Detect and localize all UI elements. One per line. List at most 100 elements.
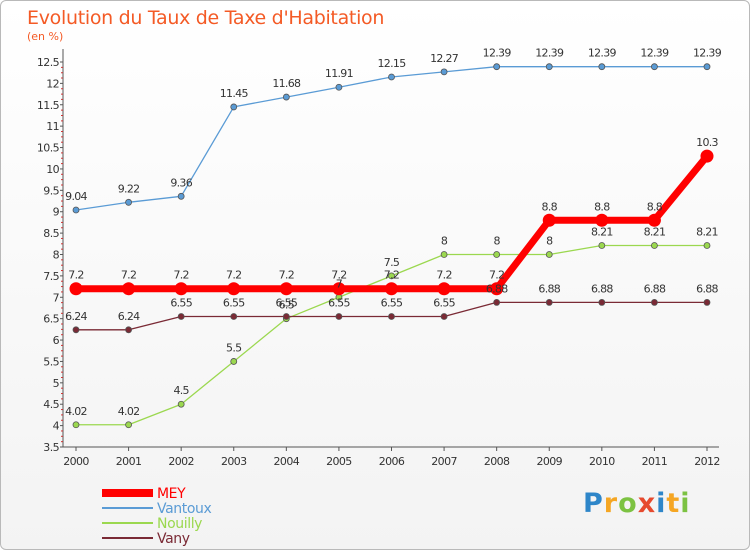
data-point-vantoux [493, 63, 501, 71]
data-label-nouilly: 4.02 [65, 405, 87, 418]
data-point-mey [595, 213, 609, 227]
data-point-mey [490, 282, 504, 296]
data-point-nouilly [177, 400, 185, 408]
data-label-nouilly: 5.5 [226, 341, 242, 354]
x-tick-label: 2009 [536, 455, 562, 468]
x-tick-labels: 2000 2001 2002 2003 2004 2005 2006 2007 2008 2009… [63, 455, 720, 468]
data-label-nouilly: 7.5 [384, 256, 400, 269]
data-label-vantoux: 9.04 [65, 190, 87, 203]
logo-letter: o [618, 488, 638, 519]
data-point-mey [437, 282, 451, 296]
data-label-vany: 6.55 [433, 297, 455, 310]
y-tick-label: 6 [53, 334, 60, 347]
x-tick-label: 2010 [589, 455, 615, 468]
y-tick-label: 11.5 [37, 99, 60, 112]
data-point-mey [122, 282, 136, 296]
data-point-vantoux [388, 73, 395, 81]
data-label-vantoux: 12.39 [483, 47, 512, 60]
data-point-vany [545, 299, 553, 306]
x-tick-label: 2004 [274, 455, 300, 468]
data-point-mey [69, 282, 83, 296]
data-point-mey [227, 282, 241, 296]
data-label-mey: 8.8 [647, 200, 663, 213]
data-label-nouilly: 6.5 [279, 299, 295, 312]
data-point-mey [174, 282, 188, 296]
data-label-vantoux: 12.39 [588, 47, 617, 60]
y-tick-label: 6.5 [43, 313, 59, 326]
data-point-vantoux [335, 83, 343, 91]
data-point-vantoux [703, 63, 711, 71]
data-label-vantoux: 12.39 [693, 47, 722, 60]
data-label-nouilly: 8 [494, 235, 501, 248]
y-tick-label: 5 [53, 377, 60, 390]
data-point-vantoux [72, 206, 80, 214]
data-label-vantoux: 12.39 [535, 47, 564, 60]
data-label-mey: 7.2 [384, 269, 399, 282]
data-point-vantoux [545, 63, 553, 71]
y-tick-label: 11 [46, 120, 59, 133]
y-tick-labels: 3.5 4 4.5 5 5.5 6 6.5 7 7.5 8 8.5 9 9.5 10 10.5 11 11.5 1… [37, 56, 60, 454]
data-point-vany [493, 299, 501, 306]
data-point-nouilly [545, 251, 553, 258]
data-point-nouilly [493, 251, 501, 258]
x-tick-label: 2006 [379, 455, 405, 468]
data-label-nouilly: 4.02 [118, 405, 140, 418]
data-label-mey: 7.2 [226, 269, 241, 282]
y-tick-label: 10.5 [37, 142, 60, 155]
data-label-nouilly: 4.5 [173, 384, 189, 397]
data-point-vantoux [125, 198, 132, 206]
y-tick-label: 4 [53, 420, 60, 433]
data-point-vany [388, 313, 395, 320]
data-label-vantoux: 12.39 [640, 47, 669, 60]
legend-label-vantoux: Vantoux [157, 501, 211, 517]
x-tick-label: 2000 [63, 455, 89, 468]
data-point-vany [335, 313, 343, 320]
x-tick-label: 2003 [221, 455, 247, 468]
data-point-mey [542, 213, 556, 227]
data-label-vantoux: 11.68 [272, 77, 301, 90]
legend-label-mey: MEY [157, 486, 186, 502]
data-label-vany: 6.88 [696, 282, 718, 295]
data-point-nouilly [125, 421, 132, 429]
data-point-mey [332, 282, 346, 296]
data-label-vantoux: 12.27 [430, 52, 459, 65]
data-label-vany: 6.24 [65, 310, 87, 323]
data-label-vany: 6.88 [591, 282, 613, 295]
y-tick-label: 7 [53, 291, 60, 304]
y-tick-label: 10 [46, 163, 59, 176]
x-tick-label: 2007 [431, 455, 457, 468]
data-label-vantoux: 9.36 [170, 176, 192, 189]
data-label-mey: 7.2 [331, 269, 346, 282]
data-label-vany: 6.55 [170, 297, 192, 310]
y-tick-label: 12.5 [37, 56, 60, 69]
chart-axes [60, 49, 719, 451]
x-tick-label: 2001 [116, 455, 142, 468]
data-label-vany: 6.55 [328, 297, 350, 310]
data-point-mey [385, 282, 398, 296]
data-point-vany [703, 299, 711, 306]
legend-label-nouilly: Nouilly [157, 516, 202, 532]
data-point-vantoux [440, 68, 448, 76]
data-point-mey [700, 149, 714, 163]
data-point-vany [598, 299, 606, 306]
y-tick-label: 5.5 [43, 355, 59, 368]
data-point-nouilly [72, 421, 80, 429]
chart-title: Evolution du Taux de Taxe d'Habitation [27, 7, 385, 29]
proxiti-logo: Proxiti [583, 488, 691, 519]
data-point-nouilly [440, 251, 448, 258]
data-point-vany [72, 326, 80, 334]
data-label-vantoux: 9.22 [118, 182, 140, 195]
data-point-vany [282, 313, 290, 320]
data-point-vany [651, 299, 658, 306]
data-point-vantoux [230, 103, 238, 111]
data-point-mey [647, 213, 661, 227]
series-layer [69, 63, 714, 429]
y-tick-label: 12 [46, 77, 59, 90]
y-tick-label: 9.5 [43, 184, 59, 197]
data-point-mey [279, 282, 293, 296]
data-label-mey: 8.8 [542, 200, 558, 213]
data-label-mey: 7.2 [68, 269, 83, 282]
y-tick-label: 7.5 [43, 270, 59, 283]
data-point-vantoux [177, 192, 185, 200]
